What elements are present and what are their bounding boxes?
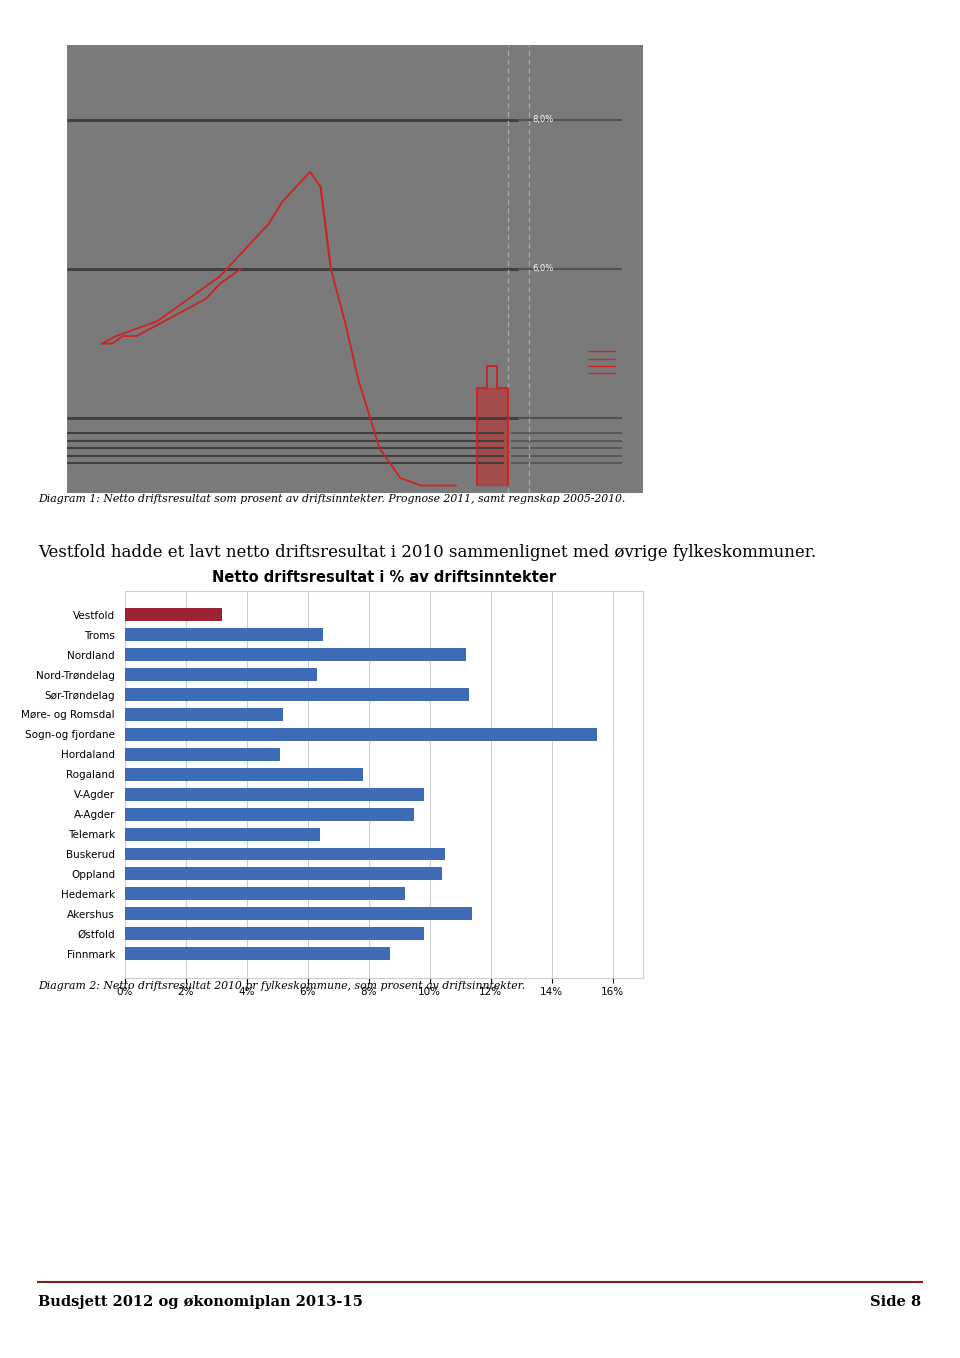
Text: 8,0%: 8,0%: [532, 115, 553, 124]
Bar: [125, 708, 283, 721]
Text: Diagram 2: Netto driftsresultat 2010 pr fylkeskommune, som prosent av driftsinnt: Diagram 2: Netto driftsresultat 2010 pr …: [38, 980, 525, 990]
Bar: [125, 767, 363, 781]
Text: 6,0%: 6,0%: [532, 265, 553, 273]
Bar: [125, 948, 390, 960]
Bar: [125, 847, 445, 861]
Bar: [125, 608, 223, 621]
Bar: [125, 788, 423, 801]
Bar: [125, 907, 472, 921]
Bar: [125, 808, 415, 820]
Text: Diagram 1: Netto driftsresultat som prosent av driftsinntekter. Prognose 2011, s: Diagram 1: Netto driftsresultat som pros…: [38, 494, 626, 504]
Bar: [125, 928, 423, 940]
Text: Vestfold hadde et lavt netto driftsresultat i 2010 sammenlignet med øvrige fylke: Vestfold hadde et lavt netto driftsresul…: [38, 543, 817, 561]
Bar: [125, 748, 280, 760]
Bar: [125, 728, 597, 741]
Bar: [125, 689, 469, 701]
Bar: [125, 668, 317, 682]
Bar: [125, 827, 320, 841]
Text: Side 8: Side 8: [871, 1296, 922, 1309]
Text: Budsjett 2012 og økonomiplan 2013-15: Budsjett 2012 og økonomiplan 2013-15: [38, 1296, 363, 1309]
Title: Netto driftsresultat i % av driftsinntekter: Netto driftsresultat i % av driftsinntek…: [212, 570, 556, 585]
Bar: [125, 887, 405, 900]
Bar: [125, 868, 442, 880]
Bar: [125, 629, 323, 641]
Bar: [125, 648, 467, 661]
